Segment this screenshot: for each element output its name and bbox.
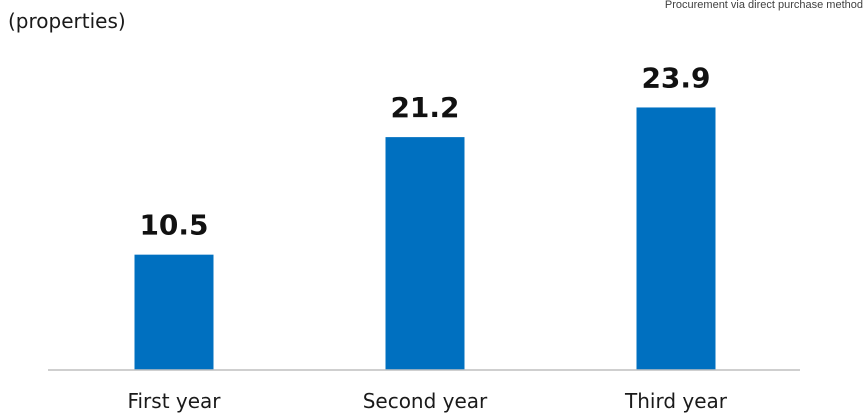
bar-3: [636, 107, 716, 370]
value-label-2: 21.2: [390, 91, 459, 124]
value-labels-group: 10.5 21.2 23.9: [139, 61, 710, 241]
category-label-1: First year: [127, 389, 221, 413]
bar-1: [134, 254, 214, 370]
unit-label: (properties): [8, 9, 126, 33]
category-label-3: Third year: [624, 389, 728, 413]
value-label-1: 10.5: [139, 209, 208, 242]
category-labels-group: First year Second year Third year: [127, 389, 727, 413]
value-label-3: 23.9: [641, 61, 710, 94]
bar-2: [385, 137, 465, 370]
bars-group: [134, 107, 716, 370]
category-label-2: Second year: [363, 389, 488, 413]
note-text: Procurement via direct purchase method: [665, 0, 863, 11]
